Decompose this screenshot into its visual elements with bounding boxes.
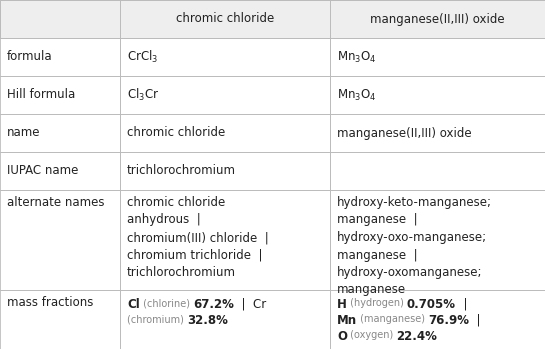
Text: chromic chloride
anhydrous  |
chromium(III) chloride  |
chromium trichloride  |
: chromic chloride anhydrous | chromium(II… (127, 196, 269, 279)
Text: Mn$_3$O$_4$: Mn$_3$O$_4$ (337, 50, 377, 65)
Bar (0, 290, 120, 349)
Text: |: | (469, 314, 481, 327)
Bar (120, 114, 330, 152)
Text: CrCl$_3$: CrCl$_3$ (127, 49, 158, 65)
Text: Cl$_3$Cr: Cl$_3$Cr (127, 87, 159, 103)
Bar (330, 0, 545, 38)
Bar (120, 0, 330, 38)
Bar (120, 190, 330, 290)
Text: 67.2%: 67.2% (193, 298, 234, 311)
Bar (330, 0, 545, 38)
Text: (manganese): (manganese) (357, 314, 428, 324)
Text: formula: formula (7, 51, 53, 64)
Bar (120, 0, 330, 38)
Text: chromic chloride: chromic chloride (127, 126, 225, 140)
Text: (chlorine): (chlorine) (140, 298, 193, 308)
Text: trichlorochromium: trichlorochromium (127, 164, 236, 178)
Bar (120, 76, 330, 114)
Bar (330, 190, 545, 290)
Text: name: name (7, 126, 40, 140)
Bar (120, 38, 330, 76)
Text: (oxygen): (oxygen) (347, 330, 396, 340)
Text: Mn$_3$O$_4$: Mn$_3$O$_4$ (337, 88, 377, 103)
Bar (0, 76, 120, 114)
Bar (120, 290, 330, 349)
Text: manganese(II,III) oxide: manganese(II,III) oxide (370, 13, 505, 25)
Text: hydroxy-keto-manganese;
manganese  |
hydroxy-oxo-manganese;
manganese  |
hydroxy: hydroxy-keto-manganese; manganese | hydr… (337, 196, 492, 297)
Bar (330, 152, 545, 190)
Text: Hill formula: Hill formula (7, 89, 75, 102)
Text: (hydrogen): (hydrogen) (347, 298, 407, 308)
Bar (0, 0, 545, 38)
Text: alternate names: alternate names (7, 196, 105, 209)
Text: |: | (456, 298, 468, 311)
Text: (chromium): (chromium) (127, 314, 187, 324)
Bar (330, 114, 545, 152)
Text: IUPAC name: IUPAC name (7, 164, 78, 178)
Text: 22.4%: 22.4% (396, 330, 437, 343)
Text: Mn: Mn (337, 314, 357, 327)
Bar (330, 290, 545, 349)
Bar (0, 114, 120, 152)
Bar (0, 0, 120, 38)
Text: O: O (337, 330, 347, 343)
Bar (0, 152, 120, 190)
Bar (0, 190, 120, 290)
Text: Cl: Cl (127, 298, 140, 311)
Text: 0.705%: 0.705% (407, 298, 456, 311)
Bar (0, 38, 120, 76)
Bar (120, 152, 330, 190)
Bar (0, 0, 120, 38)
Bar (330, 76, 545, 114)
Text: manganese(II,III) oxide: manganese(II,III) oxide (337, 126, 471, 140)
Text: |  Cr: | Cr (234, 298, 266, 311)
Text: 32.8%: 32.8% (187, 314, 228, 327)
Text: H: H (337, 298, 347, 311)
Text: 76.9%: 76.9% (428, 314, 469, 327)
Text: mass fractions: mass fractions (7, 296, 93, 309)
Bar (330, 38, 545, 76)
Text: chromic chloride: chromic chloride (176, 13, 274, 25)
